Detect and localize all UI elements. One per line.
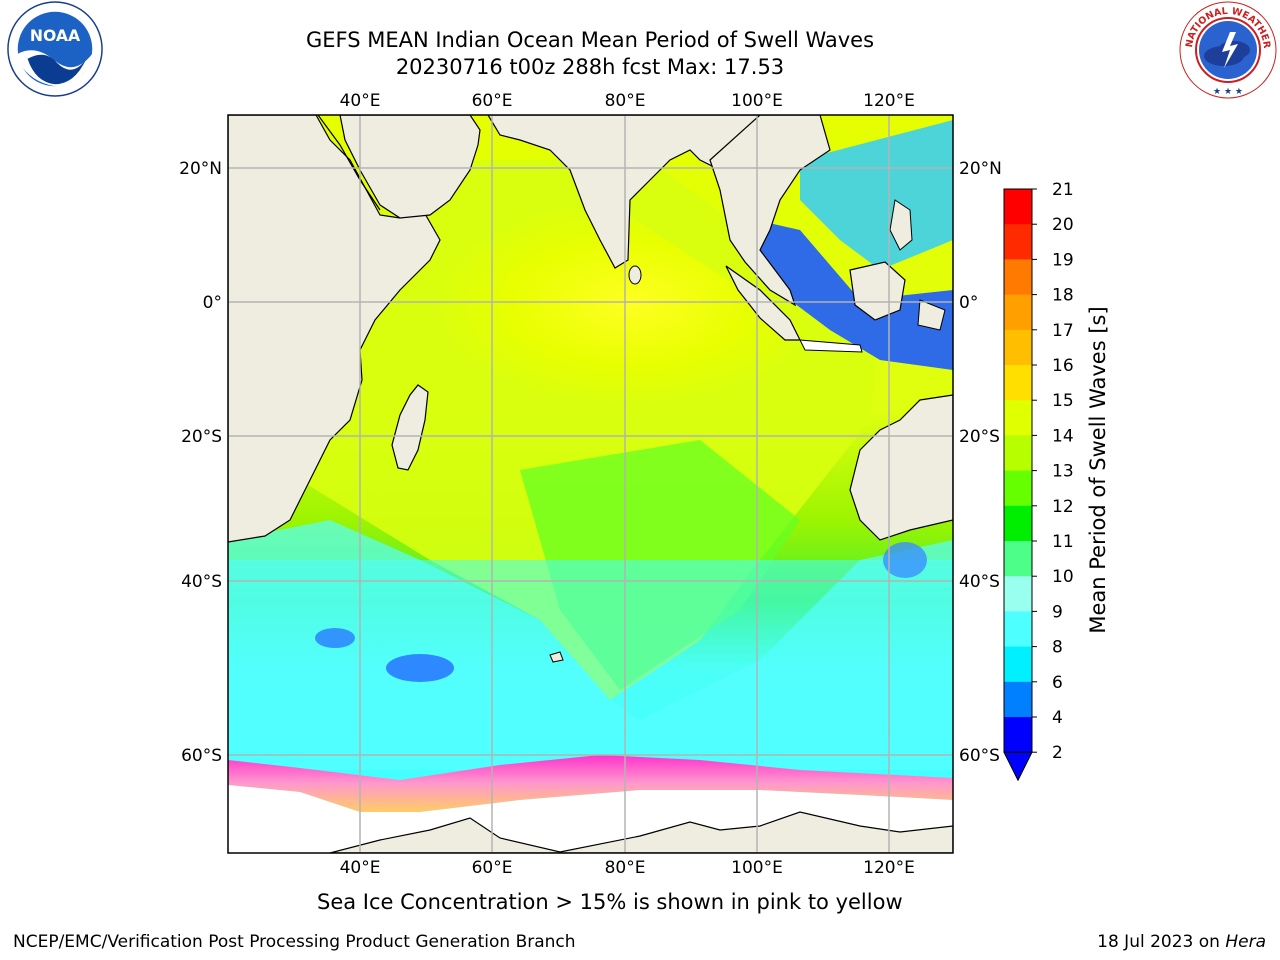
colorbar-segment <box>1004 505 1032 542</box>
colorbar-tick-label: 12 <box>1052 497 1074 517</box>
colorbar-tick-label: 15 <box>1052 391 1074 411</box>
colorbar-tick-label: 21 <box>1052 180 1074 200</box>
lat-label-right: 60°S <box>959 746 1000 766</box>
colorbar-tick-label: 13 <box>1052 462 1074 482</box>
antarctica <box>329 811 953 853</box>
lat-label-left: 0° <box>203 293 222 313</box>
map-field <box>228 115 953 853</box>
lat-label-right: 0° <box>959 293 978 313</box>
sumatra <box>725 265 801 341</box>
madagascar <box>391 384 429 471</box>
colorbar-tick-label: 10 <box>1052 567 1074 587</box>
lon-label-top: 80°E <box>605 91 646 111</box>
colorbar-label: Mean Period of Swell Waves [s] <box>1086 306 1110 634</box>
footer-date: 18 Jul 2023 on Hera <box>1097 932 1266 952</box>
lat-label-right: 20°N <box>959 159 1002 179</box>
colorbar-tick-label: 16 <box>1052 356 1074 376</box>
footer-host: Hera <box>1225 932 1266 952</box>
indochina <box>709 115 831 307</box>
noaa-logo-text: NOAA <box>30 26 81 45</box>
colorbar-segment <box>1004 189 1032 225</box>
lat-label-left: 20°S <box>181 427 222 447</box>
colorbar-segment <box>1004 329 1032 366</box>
low-period-patch <box>386 654 454 682</box>
lon-label-bottom: 80°E <box>605 858 646 878</box>
map-frame <box>227 114 954 854</box>
colorbar-segment <box>1004 646 1032 683</box>
colorbar-tick-label: 19 <box>1052 250 1074 270</box>
colorbar-extend-arrow <box>1003 751 1033 782</box>
lon-label-bottom: 120°E <box>863 858 915 878</box>
lat-label-right: 40°S <box>959 572 1000 592</box>
lon-label-bottom: 40°E <box>340 858 381 878</box>
footer-credit: NCEP/EMC/Verification Post Processing Pr… <box>13 932 576 952</box>
colorbar-segment <box>1004 611 1032 648</box>
borneo <box>849 261 906 321</box>
colorbar-segment <box>1004 365 1032 401</box>
map-axis-labels: 40°E 60°E 80°E 100°E 120°E 40°E 60°E 80°… <box>179 91 1002 878</box>
colorbar-tick-label: 17 <box>1052 321 1074 341</box>
map-gridlines <box>228 115 953 853</box>
colorbar: 21 20 19 18 17 16 15 14 13 12 11 10 9 8 6 4 2 <box>1003 180 1074 782</box>
colorbar-segment <box>1004 294 1032 331</box>
colorbar-tick-label: 2 <box>1052 743 1063 763</box>
chart-title: GEFS MEAN Indian Ocean Mean Period of Sw… <box>305 28 875 52</box>
noaa-logo: NOAA <box>7 1 103 97</box>
colorbar-tick-label: 11 <box>1052 532 1074 552</box>
sea-ice-note: Sea Ice Concentration > 15% is shown in … <box>317 890 903 914</box>
lon-label-top: 40°E <box>340 91 381 111</box>
lat-label-left: 40°S <box>181 572 222 592</box>
svg-text:★ ★ ★: ★ ★ ★ <box>1213 87 1243 97</box>
colorbar-segment <box>1004 470 1032 507</box>
colorbar-segment <box>1004 576 1032 612</box>
colorbar-segment <box>1004 224 1032 260</box>
colorbar-segment <box>1004 435 1032 472</box>
colorbar-tick-label: 8 <box>1052 638 1063 658</box>
colorbar-tick-label: 18 <box>1052 286 1074 306</box>
australia <box>849 394 953 541</box>
colorbar-segment <box>1004 681 1032 718</box>
colorbar-segment <box>1004 717 1032 753</box>
colorbar-tick-label: 6 <box>1052 673 1063 693</box>
arabian-peninsula <box>339 115 481 219</box>
colorbar-tick-label: 20 <box>1052 215 1074 235</box>
chart-subtitle: 20230716 t00z 288h fcst Max: 17.53 <box>395 55 785 79</box>
lat-label-left: 60°S <box>181 746 222 766</box>
lat-label-left: 20°N <box>179 159 222 179</box>
colorbar-segment <box>1004 259 1032 296</box>
lon-label-top: 60°E <box>472 91 513 111</box>
lat-label-right: 20°S <box>959 427 1000 447</box>
lon-label-bottom: 100°E <box>731 858 783 878</box>
colorbar-tick-label: 4 <box>1052 708 1063 728</box>
lon-label-top: 100°E <box>731 91 783 111</box>
footer-date-text: 18 Jul 2023 on <box>1097 932 1226 952</box>
lon-label-top: 120°E <box>863 91 915 111</box>
national-weather-service-logo: NATIONAL WEATHER SERVICE ★ ★ ★ <box>1178 0 1277 99</box>
colorbar-segment <box>1004 400 1032 436</box>
colorbar-segment <box>1004 541 1032 577</box>
lon-label-bottom: 60°E <box>472 858 513 878</box>
sea-ice-band <box>228 755 953 812</box>
colorbar-tick-label: 9 <box>1052 602 1063 622</box>
colorbar-tick-label: 14 <box>1052 426 1074 446</box>
